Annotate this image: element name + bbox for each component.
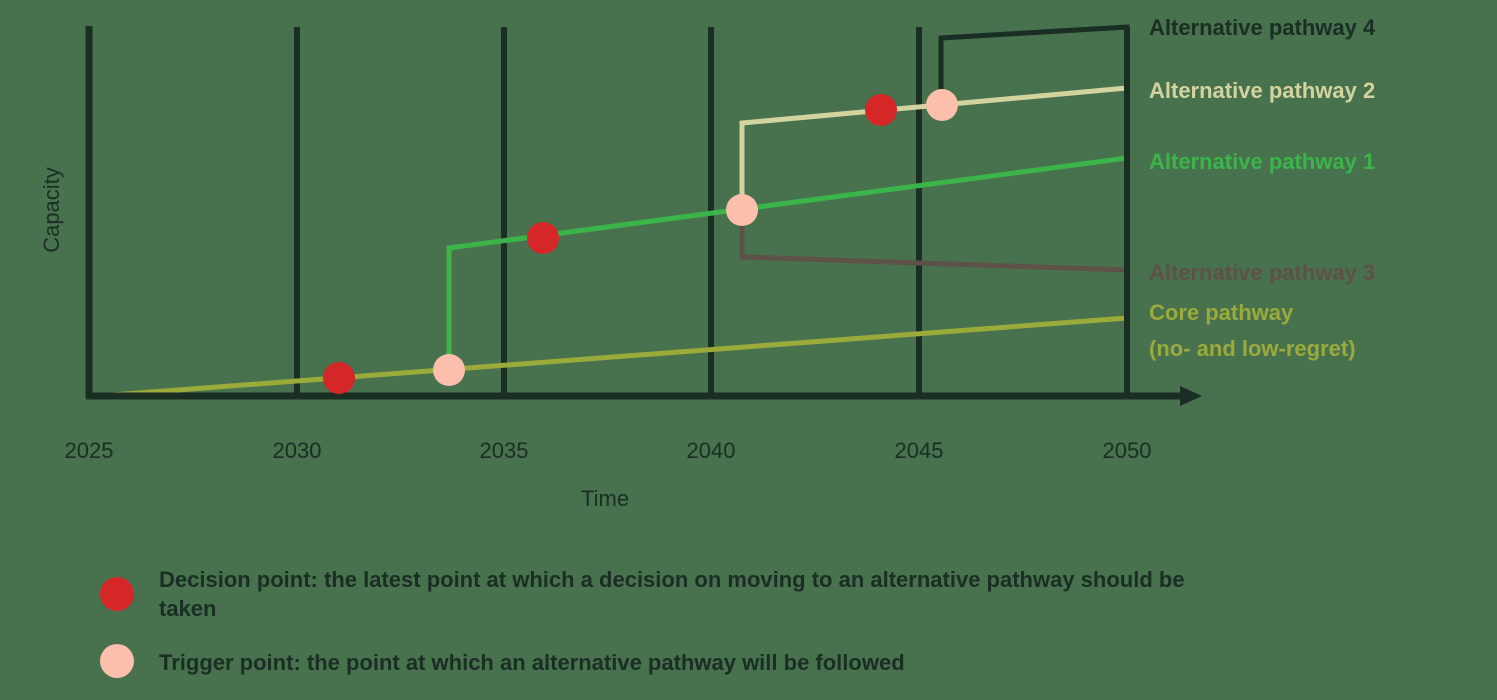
alt-pathway-3-line xyxy=(739,212,1128,273)
x-tick-2050: 2050 xyxy=(1102,438,1152,463)
x-tick-2045: 2045 xyxy=(894,438,944,463)
trigger-point-marker xyxy=(926,89,958,121)
label-alt-pathway-2: Alternative pathway 2 xyxy=(1149,78,1376,103)
trigger-point-marker xyxy=(726,194,758,226)
x-axis-arrow-icon xyxy=(1180,386,1202,406)
x-tick-2025: 2025 xyxy=(64,438,114,463)
label-core-pathway-sub: (no- and low-regret) xyxy=(1149,336,1356,361)
decision-point-marker xyxy=(527,222,559,254)
x-tick-2040: 2040 xyxy=(686,438,736,463)
legend-trigger-text: Trigger point: the point at which an alt… xyxy=(159,650,905,675)
legend-decision-point: Decision point: the latest point at whic… xyxy=(100,565,1229,623)
decision-point-marker xyxy=(323,362,355,394)
decision-point-marker xyxy=(865,94,897,126)
trigger-point-icon xyxy=(100,644,134,678)
label-alt-pathway-1: Alternative pathway 1 xyxy=(1149,149,1376,174)
trigger-point-marker xyxy=(433,354,465,386)
alt-pathway-2-line xyxy=(739,85,1128,210)
alt-pathway-1-line xyxy=(446,155,1128,370)
label-alt-pathway-4: Alternative pathway 4 xyxy=(1149,15,1376,40)
x-tick-2035: 2035 xyxy=(479,438,529,463)
core-pathway-line xyxy=(111,315,1128,398)
decision-point-icon xyxy=(100,577,134,611)
x-tick-2030: 2030 xyxy=(272,438,322,463)
label-core-pathway: Core pathway xyxy=(1149,300,1294,325)
label-alt-pathway-3: Alternative pathway 3 xyxy=(1149,260,1376,285)
y-axis-title: Capacity xyxy=(39,167,64,253)
x-axis-title: Time xyxy=(581,486,630,511)
alt-pathway-4-line xyxy=(938,24,1130,395)
legend-trigger-point: Trigger point: the point at which an alt… xyxy=(100,644,1229,678)
legend-decision-text: Decision point: the latest point at whic… xyxy=(159,567,1185,621)
